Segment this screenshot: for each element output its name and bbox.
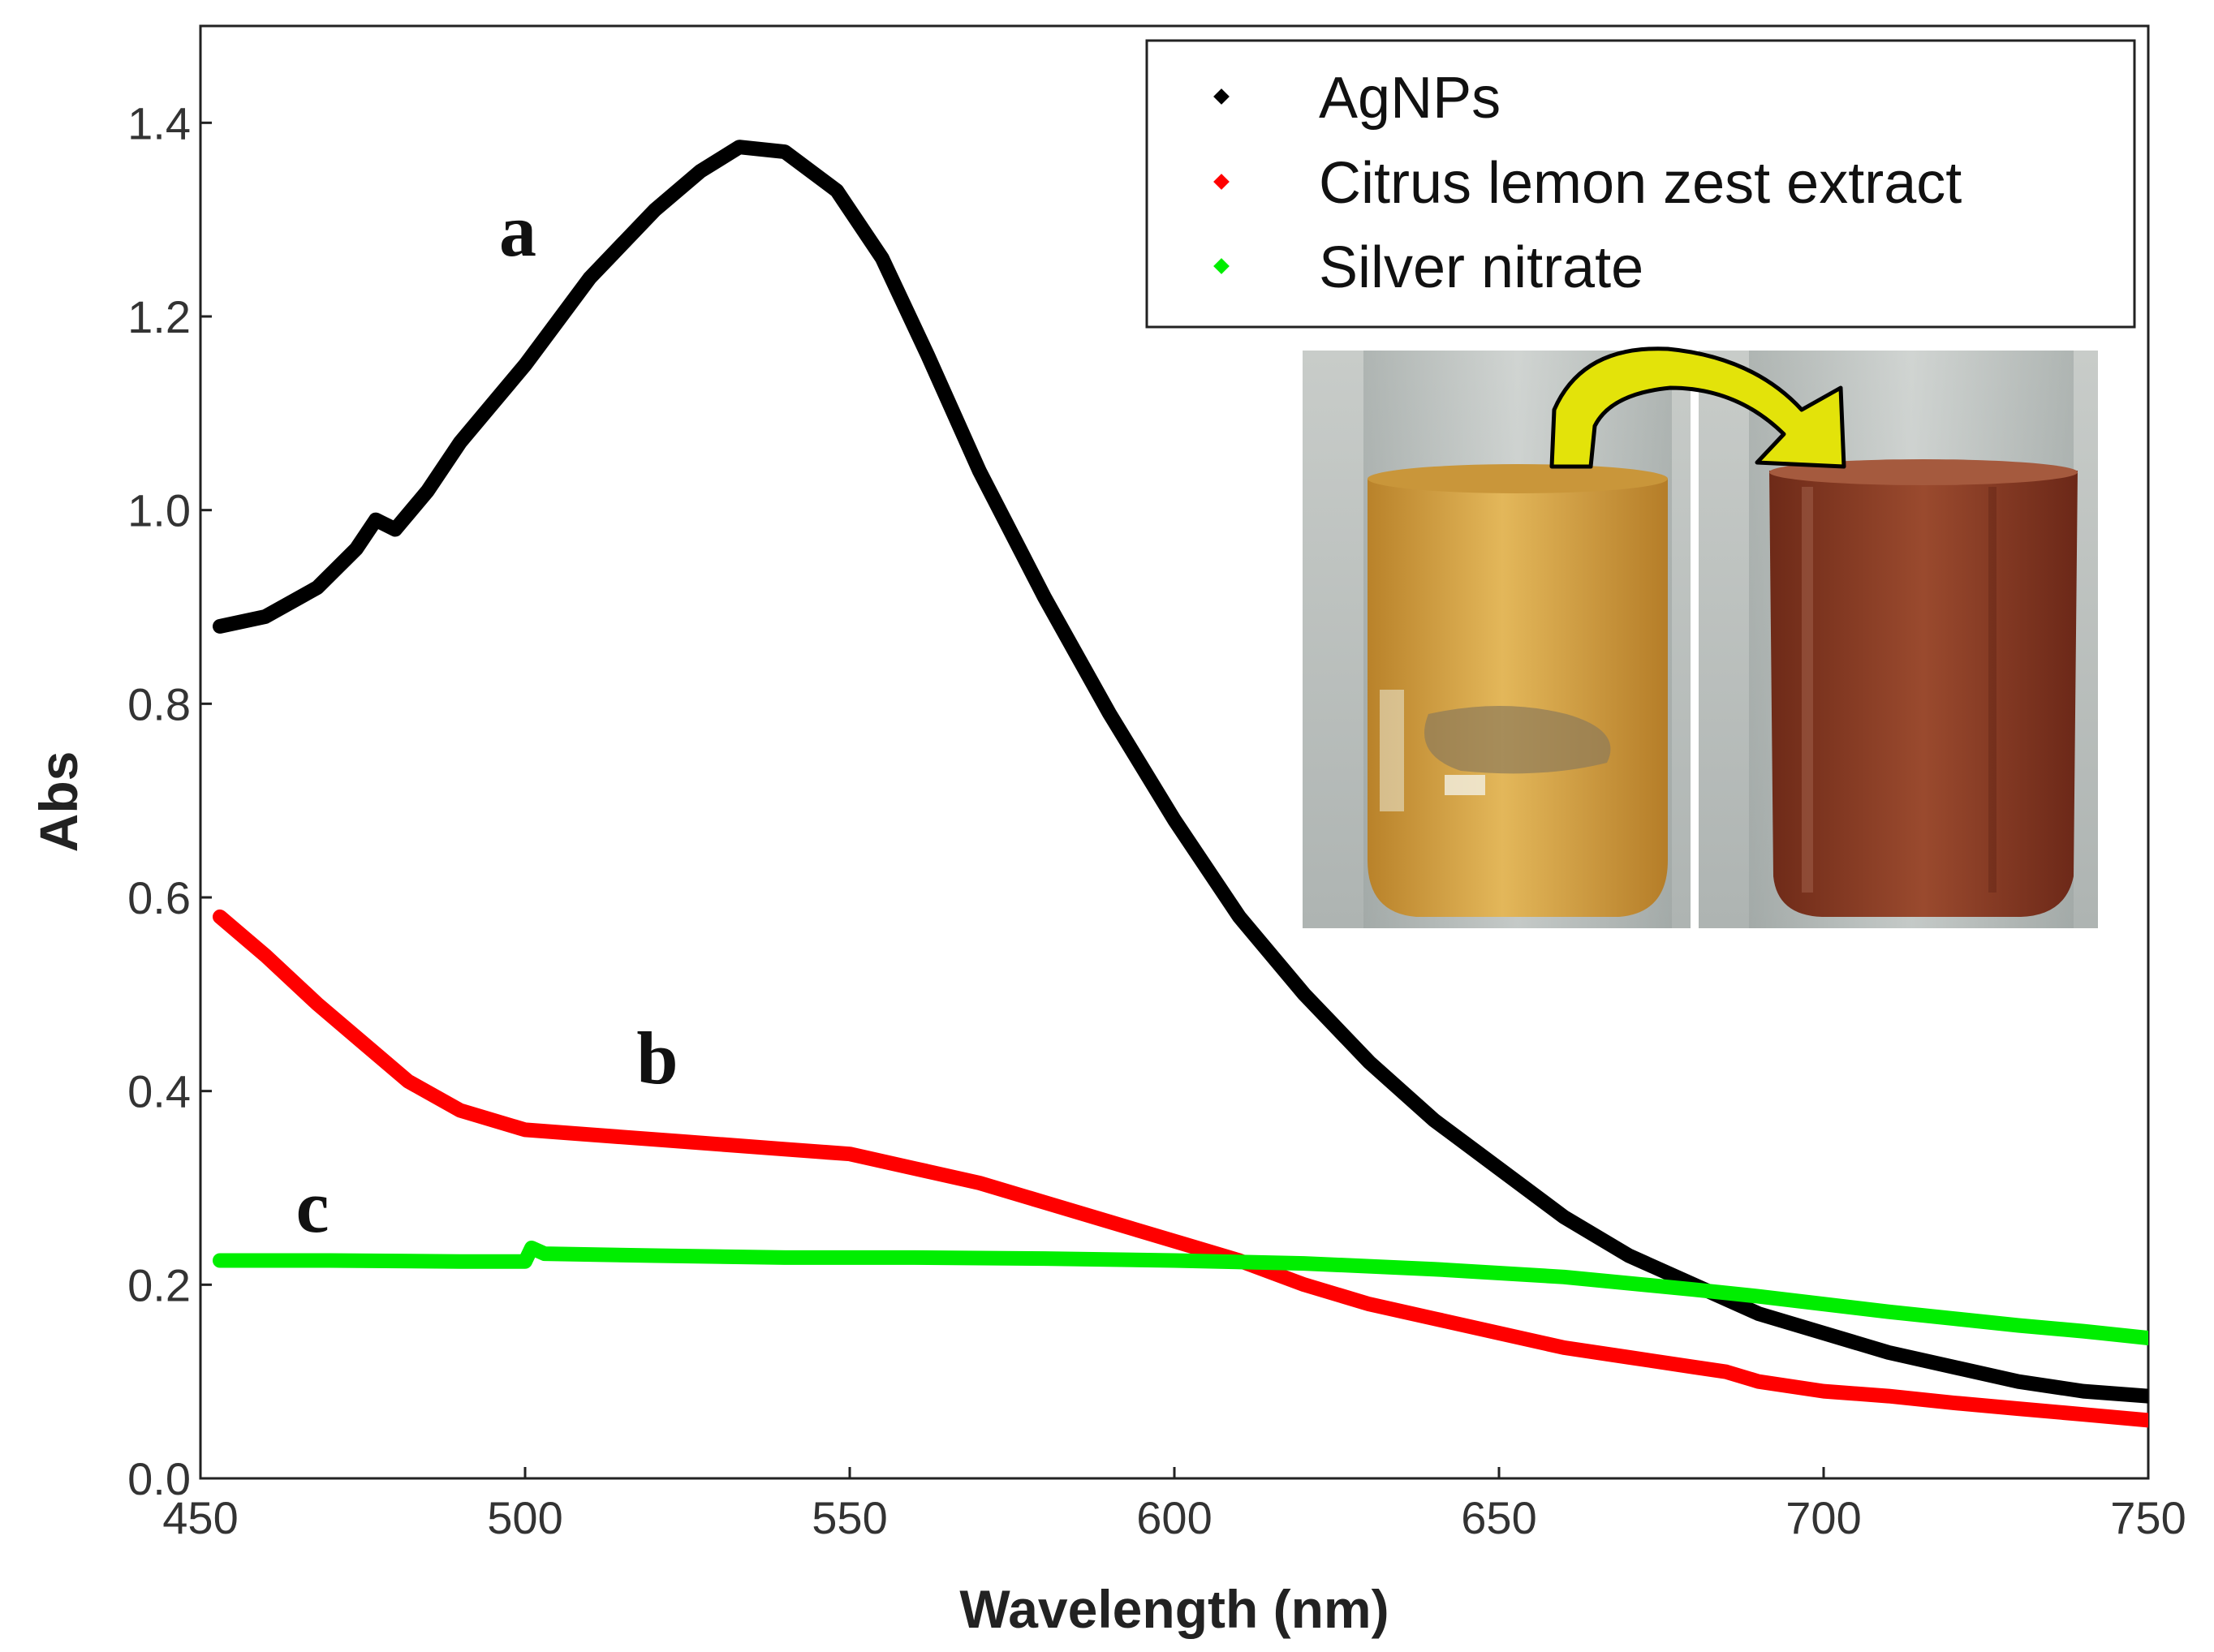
x-tick-label: 650 bbox=[1461, 1492, 1536, 1543]
legend-label-agnps: AgNPs bbox=[1319, 66, 1501, 131]
y-tick-label: 0.2 bbox=[127, 1259, 191, 1310]
transition-arrow-icon bbox=[1549, 346, 1846, 469]
x-tick-label: 700 bbox=[1785, 1492, 1861, 1543]
legend-box bbox=[1145, 39, 2136, 329]
y-tick-label: 1.4 bbox=[127, 97, 191, 148]
curve-label-b: b bbox=[636, 1017, 678, 1099]
x-tick-label: 500 bbox=[487, 1492, 562, 1543]
y-tick-label: 1.2 bbox=[127, 291, 191, 342]
y-tick-label: 0.8 bbox=[127, 678, 191, 729]
x-axis-ticks: 450 500 550 600 650 700 750 bbox=[162, 1467, 2186, 1543]
x-tick-label: 600 bbox=[1136, 1492, 1212, 1543]
curve-label-a: a bbox=[499, 189, 536, 272]
legend-entry-agnps: AgNPs bbox=[1213, 66, 1501, 131]
legend-entry-extract: Citrus lemon zest extract bbox=[1213, 151, 1962, 216]
y-tick-label: 0.0 bbox=[127, 1453, 191, 1504]
photo-after bbox=[1699, 351, 2098, 928]
x-axis-title: Wavelength (nm) bbox=[959, 1579, 1389, 1639]
inset-photos bbox=[1303, 346, 2098, 928]
y-tick-label: 0.6 bbox=[127, 872, 191, 923]
series-line-silver-nitrate bbox=[213, 1241, 2148, 1345]
photo-before bbox=[1303, 351, 1691, 928]
x-tick-label: 750 bbox=[2110, 1492, 2186, 1543]
legend-entry-silver-nitrate: Silver nitrate bbox=[1213, 235, 1643, 300]
legend-label-extract: Citrus lemon zest extract bbox=[1319, 151, 1962, 216]
y-tick-label: 0.4 bbox=[127, 1066, 191, 1117]
legend-marker-silver-nitrate bbox=[1213, 258, 1230, 274]
legend-marker-agnps bbox=[1213, 88, 1230, 105]
curve-label-c: c bbox=[296, 1165, 330, 1248]
y-axis-ticks: 0.0 0.2 0.4 0.6 0.8 1.0 1.2 1.4 bbox=[127, 97, 212, 1504]
y-tick-label: 1.0 bbox=[127, 485, 191, 536]
legend-label-silver-nitrate: Silver nitrate bbox=[1319, 235, 1643, 300]
series-line-citrus-lemon-zest-extract bbox=[213, 909, 2148, 1428]
series-line-agnps bbox=[213, 140, 2148, 1404]
legend: AgNPs Citrus lemon zest extract Silver n… bbox=[1145, 39, 2136, 329]
series-layer bbox=[213, 140, 2148, 1428]
y-axis-title: Abs bbox=[28, 751, 88, 853]
x-tick-label: 550 bbox=[812, 1492, 887, 1543]
photo-divider bbox=[1691, 351, 1699, 928]
legend-marker-extract bbox=[1213, 174, 1230, 190]
x-tick-label: 450 bbox=[162, 1492, 238, 1543]
